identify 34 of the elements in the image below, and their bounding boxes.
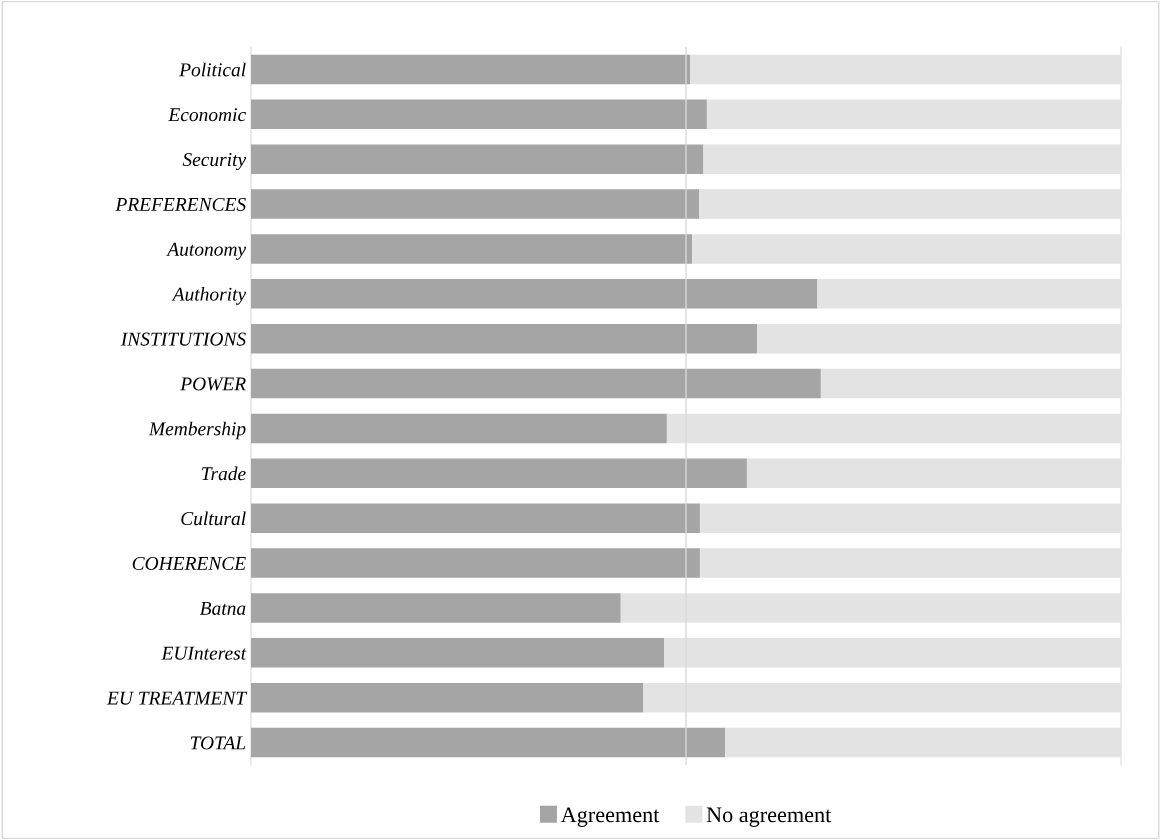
y-tick-label: TOTAL — [190, 736, 246, 750]
bar — [251, 727, 726, 758]
y-tick-label: POWER — [180, 377, 246, 391]
y-tick-label: Autonomy — [166, 242, 247, 260]
y-tick-label: Membership — [148, 421, 246, 440]
y-tick-label: INSTITUTIONS — [120, 332, 246, 346]
bar — [251, 279, 818, 309]
y-tick-label: EU TREATMENT — [106, 691, 248, 705]
y-tick-label: COHERENCE — [132, 556, 246, 570]
bar — [251, 638, 665, 668]
legend-label: No agreement — [706, 807, 832, 827]
bar — [251, 189, 700, 219]
y-tick-label: Trade — [202, 466, 246, 481]
y-tick-label: Political — [179, 62, 246, 77]
bar — [251, 458, 747, 489]
bar — [251, 548, 700, 578]
y-tick-label: Cultural — [181, 511, 246, 526]
bar — [251, 54, 691, 85]
y-tick-label: Economic — [168, 108, 246, 122]
bar — [251, 323, 758, 354]
bar — [251, 368, 821, 399]
bar — [251, 144, 704, 174]
bar — [251, 682, 644, 713]
y-tick-label: Batna — [199, 601, 246, 615]
bar — [251, 503, 700, 533]
y-tick-label: Authority — [171, 287, 247, 305]
bar — [251, 234, 693, 264]
bar — [251, 593, 621, 623]
y-tick-label: PREFERENCES — [115, 197, 246, 211]
bar — [251, 413, 667, 444]
y-tick-label: EUInterest — [161, 646, 247, 660]
legend-label: Agreement — [560, 807, 660, 827]
bar — [251, 99, 707, 130]
y-tick-label: Security — [182, 153, 247, 171]
